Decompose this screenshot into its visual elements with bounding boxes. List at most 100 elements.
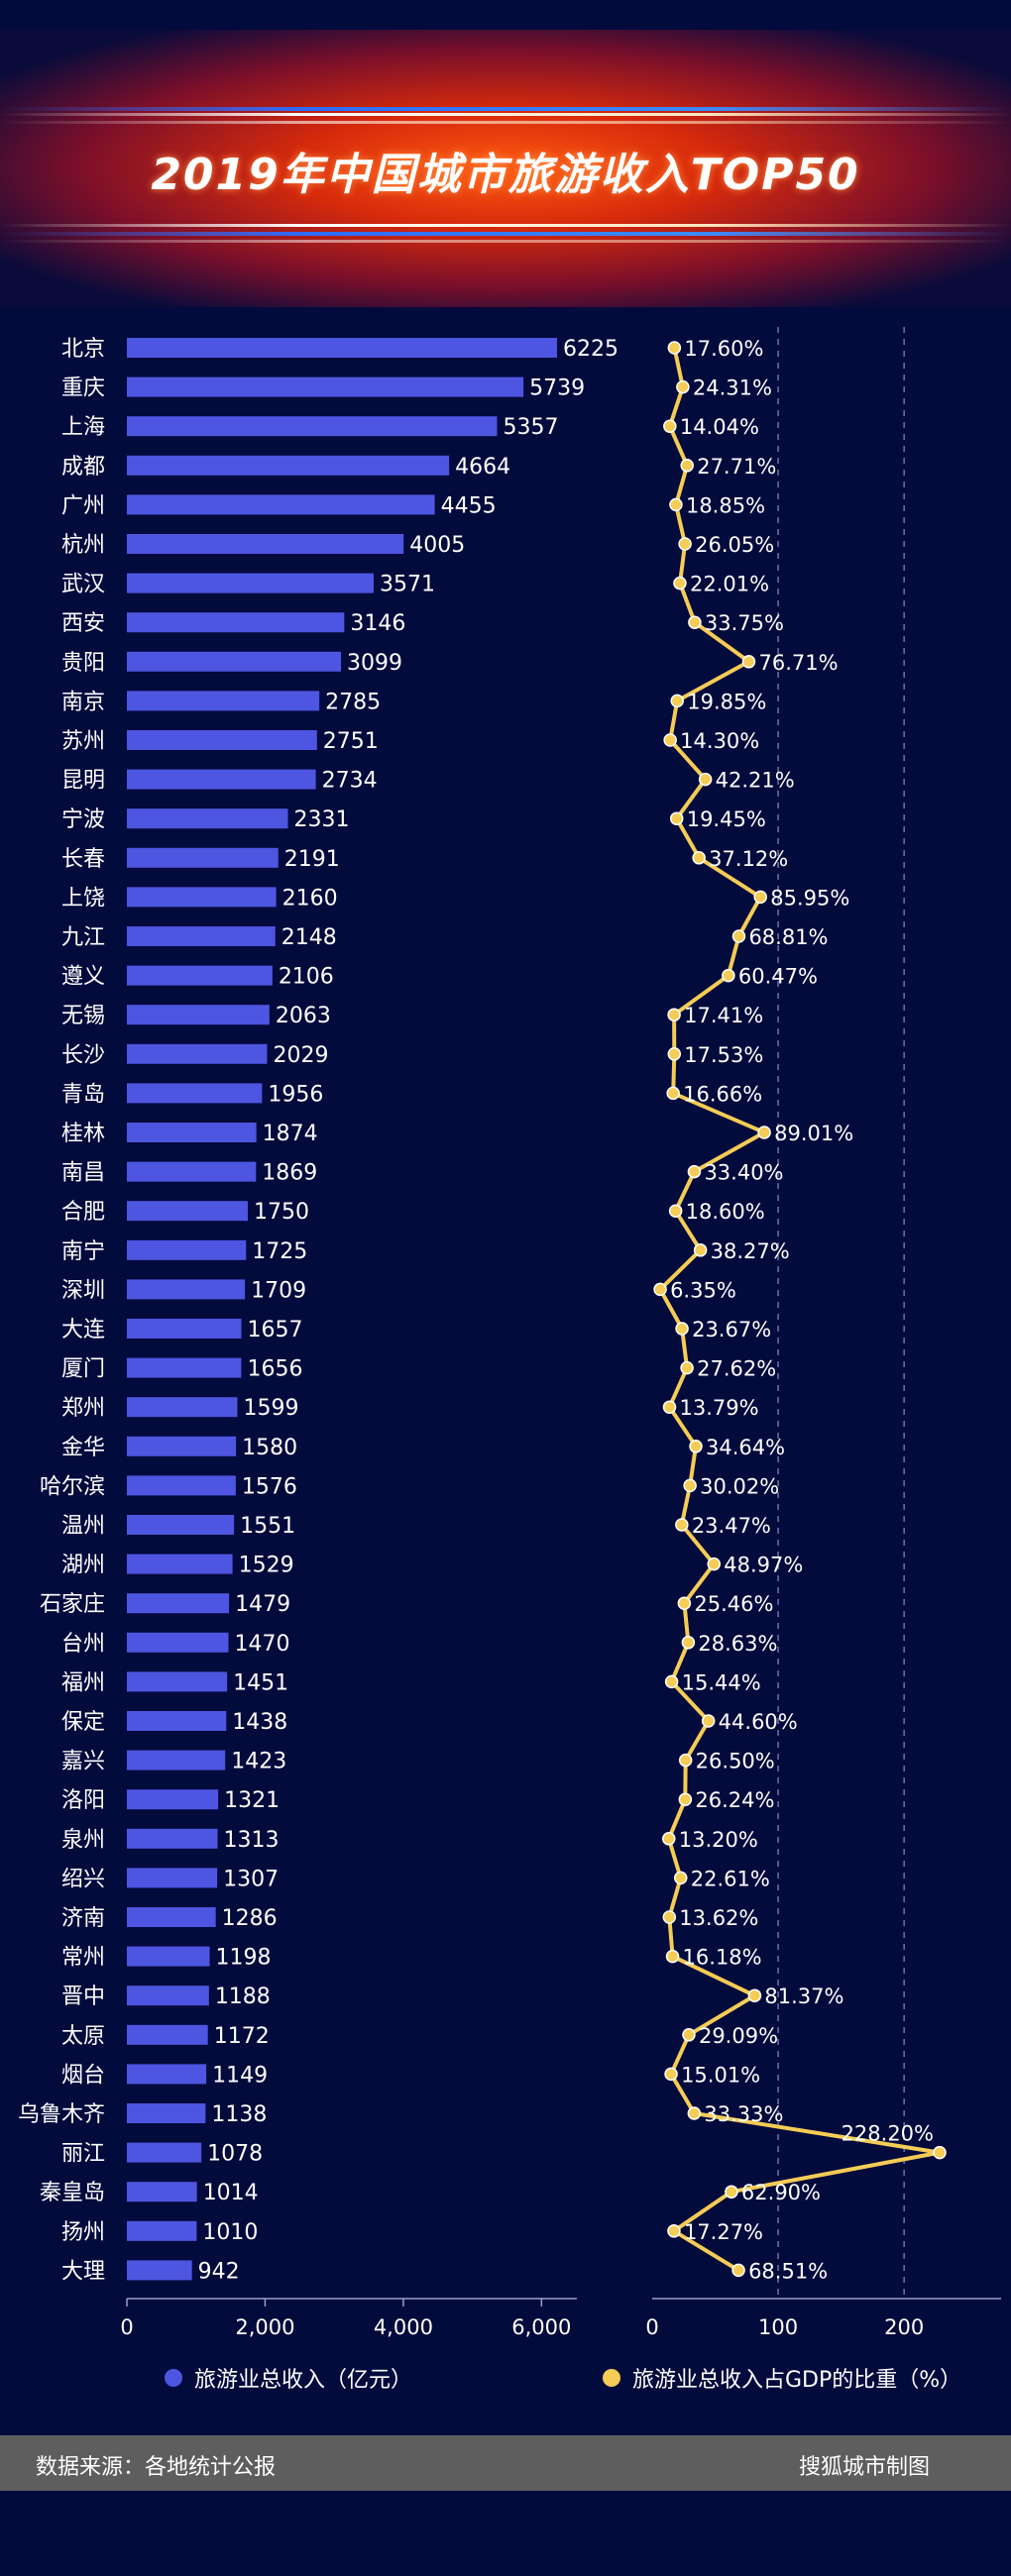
bar xyxy=(127,416,498,437)
line-point xyxy=(707,1556,721,1571)
line-point xyxy=(693,1243,708,1257)
line-x-tick-label: 200 xyxy=(884,2315,924,2339)
line-value-label: 27.71% xyxy=(697,455,776,479)
line-value-label: 13.79% xyxy=(680,1396,759,1420)
line-point xyxy=(681,1636,696,1650)
bar-value-label: 4455 xyxy=(441,493,497,518)
line-point xyxy=(667,1008,681,1021)
category-label: 大连 xyxy=(61,1318,105,1342)
line-value-label: 17.53% xyxy=(684,1043,763,1067)
line-point xyxy=(725,2185,738,2199)
line-point xyxy=(692,851,706,865)
bar-x-tick-label: 2,000 xyxy=(235,2315,294,2339)
category-label: 金华 xyxy=(61,1436,105,1460)
bar xyxy=(127,1671,228,1692)
category-label: 长春 xyxy=(61,847,105,872)
category-label: 扬州 xyxy=(61,2220,105,2245)
line-value-label: 228.20% xyxy=(842,2122,934,2146)
bar-value-label: 1709 xyxy=(251,1278,306,1303)
line-value-label: 68.81% xyxy=(748,925,828,949)
bar xyxy=(127,2182,197,2202)
footer-source: 数据来源：各地统计公报 xyxy=(36,2455,277,2480)
line-point xyxy=(698,772,713,787)
line-point xyxy=(678,537,692,551)
line-point xyxy=(680,459,694,473)
bar-value-label: 1869 xyxy=(262,1161,317,1186)
category-label: 太原 xyxy=(61,2024,105,2049)
category-label: 九江 xyxy=(61,925,105,950)
line-point xyxy=(667,2224,681,2238)
legend-bar: 旅游业总收入（亿元） xyxy=(165,2362,412,2394)
category-label: 绍兴 xyxy=(61,1867,105,1891)
line-value-label: 15.44% xyxy=(682,1670,761,1694)
line-value-label: 14.04% xyxy=(680,415,759,439)
line-point xyxy=(676,379,690,394)
bar-x-tick-label: 4,000 xyxy=(374,2315,433,2339)
line-x-tick-label: 100 xyxy=(758,2315,798,2339)
line-value-label: 26.05% xyxy=(695,533,774,557)
line-point xyxy=(731,2263,745,2278)
line-value-label: 60.47% xyxy=(738,965,818,989)
line-value-label: 33.40% xyxy=(704,1161,783,1185)
line-value-label: 76.71% xyxy=(758,651,838,675)
bar-value-label: 5739 xyxy=(529,376,585,401)
category-label: 常州 xyxy=(61,1946,105,1971)
category-label: 大理 xyxy=(61,2259,105,2284)
category-label: 台州 xyxy=(61,1632,105,1657)
title-banner xyxy=(0,30,1011,307)
bar-value-label: 1599 xyxy=(243,1396,298,1421)
bar-value-label: 1750 xyxy=(254,1200,309,1225)
bar-value-label: 1657 xyxy=(248,1318,303,1342)
bar-value-label: 1010 xyxy=(202,2220,258,2245)
bar-x-tick-label: 0 xyxy=(120,2315,133,2339)
line-point xyxy=(668,1204,683,1218)
category-label: 郑州 xyxy=(61,1396,105,1421)
bar xyxy=(127,808,288,829)
category-label: 泉州 xyxy=(61,1828,105,1853)
line-point xyxy=(675,1322,689,1336)
line-point xyxy=(731,929,746,943)
line-point xyxy=(664,2067,678,2082)
category-label: 上饶 xyxy=(61,886,105,911)
legend-bar-label: 旅游业总收入（亿元） xyxy=(194,2368,413,2393)
line-value-label: 16.18% xyxy=(683,1946,762,1970)
bar-value-label: 2191 xyxy=(284,847,340,872)
bar-value-label: 2148 xyxy=(281,925,337,950)
bar-value-label: 1529 xyxy=(239,1554,294,1578)
line-value-label: 19.85% xyxy=(687,690,766,713)
bar xyxy=(127,1711,227,1731)
bar xyxy=(127,1554,233,1574)
bar-x-tick-label: 6,000 xyxy=(511,2315,571,2339)
bar xyxy=(127,376,524,397)
line-value-label: 17.41% xyxy=(684,1004,763,1027)
line-point xyxy=(669,811,684,825)
category-label: 上海 xyxy=(61,415,105,440)
bar xyxy=(127,1357,242,1378)
bar-value-label: 1172 xyxy=(214,2024,270,2049)
legend-line-label: 旅游业总收入占GDP的比重（%） xyxy=(632,2368,962,2393)
line-value-label: 16.66% xyxy=(683,1082,762,1106)
category-label: 长沙 xyxy=(61,1043,105,1068)
line-point xyxy=(678,1753,693,1768)
bar xyxy=(127,2103,206,2123)
bar-value-label: 1956 xyxy=(268,1082,323,1107)
bar-value-label: 2160 xyxy=(282,886,338,911)
line-value-label: 22.61% xyxy=(691,1867,770,1890)
bar xyxy=(127,2260,192,2281)
line-value-label: 26.24% xyxy=(695,1788,774,1812)
category-label: 秦皇岛 xyxy=(40,2181,105,2205)
line-point xyxy=(753,890,767,905)
bar xyxy=(127,1123,257,1142)
bar xyxy=(127,1239,247,1260)
line-point xyxy=(667,341,682,355)
bar-value-label: 4005 xyxy=(409,533,465,558)
category-label: 丽江 xyxy=(61,2142,105,2167)
line-value-label: 81.37% xyxy=(764,1985,843,2008)
bar xyxy=(127,534,404,554)
bar xyxy=(127,1043,268,1064)
bar-value-label: 1451 xyxy=(233,1670,288,1695)
category-label: 成都 xyxy=(61,455,105,480)
bar xyxy=(127,573,374,593)
category-label: 贵阳 xyxy=(61,651,105,676)
line-point xyxy=(933,2145,947,2160)
